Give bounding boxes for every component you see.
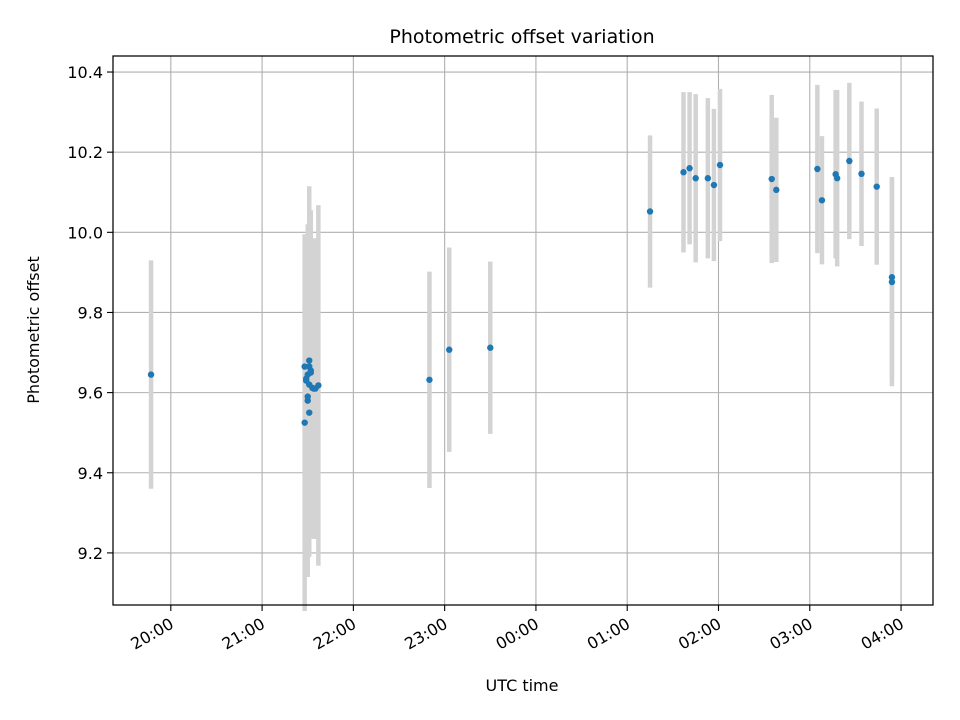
data-point: [710, 181, 718, 189]
data-point: [315, 382, 322, 389]
data-point: [304, 393, 311, 400]
data-point: [814, 165, 821, 173]
y-tick-label: 10.0: [67, 223, 103, 242]
data-point: [873, 183, 880, 190]
data-point: [716, 161, 724, 169]
data-point: [680, 169, 687, 176]
chart-title: Photometric offset variation: [389, 26, 654, 48]
data-point: [301, 363, 308, 370]
y-tick-label: 9.2: [78, 544, 103, 563]
data-point: [773, 186, 780, 194]
y-tick-label: 9.6: [78, 384, 103, 403]
plot-frame: [112, 55, 934, 606]
data-point: [147, 371, 155, 378]
grid: [113, 56, 933, 605]
data-point: [686, 165, 693, 172]
data-point: [306, 357, 313, 364]
data-point: [818, 197, 826, 204]
data-point: [301, 419, 308, 426]
data-point: [888, 278, 896, 286]
data-point: [833, 175, 841, 182]
x-axis-label: UTC time: [486, 676, 559, 695]
data-point: [307, 369, 314, 376]
data-point: [646, 208, 654, 215]
data-point: [704, 175, 712, 182]
data-point: [888, 274, 896, 281]
data-points: [147, 157, 896, 426]
data-point: [768, 175, 775, 183]
data-point: [306, 409, 313, 416]
data-point: [858, 170, 865, 178]
y-tick-label: 10.2: [67, 143, 103, 162]
y-axis-ticks: 9.2 9.4 9.6 9.8 10.0 10.2 10.4: [67, 63, 113, 563]
data-point: [426, 376, 433, 383]
data-point: [487, 344, 494, 351]
y-tick-label: 9.8: [78, 303, 103, 322]
y-tick-label: 9.4: [78, 464, 103, 483]
y-axis-label: Photometric offset: [24, 256, 43, 404]
data-point: [846, 157, 853, 165]
y-tick-label: 10.4: [67, 63, 103, 82]
data-point: [692, 175, 699, 182]
data-point: [446, 346, 453, 353]
